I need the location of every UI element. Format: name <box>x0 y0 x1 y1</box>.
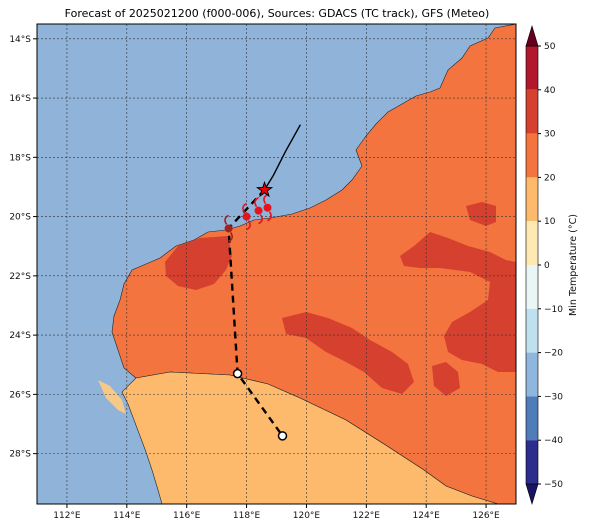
hot-region-northeast <box>466 202 496 226</box>
y-axis-ticks: 14°S 16°S 18°S 20°S 22°S 24°S 26°S 28°S <box>9 35 37 460</box>
colorbar-tick-label: −30 <box>544 392 563 402</box>
map-frame <box>36 23 517 505</box>
hot-region-central <box>282 312 414 394</box>
y-tick-label: 24°S <box>9 331 31 341</box>
colorbar: 50 40 30 20 10 0 −10 −20 −30 −40 −50 Min Temperatu… <box>525 24 579 506</box>
colorbar-band <box>526 46 538 90</box>
colorbar-band <box>526 440 538 484</box>
colorbar-band <box>526 221 538 265</box>
land-mild-region <box>121 371 499 505</box>
colorbar-tick-label: −20 <box>544 349 563 359</box>
y-tick-label: 18°S <box>9 153 31 163</box>
cyclone-icon <box>254 196 263 225</box>
hot-region-small <box>432 362 460 396</box>
colorbar-band <box>526 308 538 353</box>
colorbar-tick-label: 0 <box>544 261 550 271</box>
colorbar-band <box>526 352 538 397</box>
gridlines <box>37 24 516 504</box>
cyclone-icon <box>224 214 233 243</box>
forecast-point-marker <box>232 368 243 379</box>
colorbar-tick-label: 30 <box>544 130 556 140</box>
forecast-point-marker <box>277 431 288 441</box>
x-tick-label: 112°E <box>53 511 81 521</box>
x-tick-label: 118°E <box>233 511 261 521</box>
x-tick-label: 126°E <box>472 511 500 521</box>
colorbar-band <box>526 133 538 178</box>
x-tick-label: 122°E <box>353 511 381 521</box>
colorbar-tick-label: 50 <box>544 42 556 52</box>
colorbar-tick-label: −10 <box>544 305 563 315</box>
colorbar-tick-label: −50 <box>544 480 563 490</box>
forecast-track-line <box>227 189 284 437</box>
colorbar-band <box>526 396 538 441</box>
x-tick-label: 120°E <box>293 511 321 521</box>
map-panel <box>36 23 517 505</box>
y-tick-label: 28°S <box>9 450 31 460</box>
colorbar-tick-label: 20 <box>544 173 556 183</box>
y-tick-label: 14°S <box>9 35 31 45</box>
y-tick-label: 20°S <box>9 213 31 223</box>
y-tick-label: 22°S <box>9 272 31 282</box>
colorbar-tick-label: 40 <box>544 86 556 96</box>
map-title: Forecast of 2025021200 (f000-006), Sourc… <box>65 7 490 20</box>
x-tick-label: 116°E <box>173 511 201 521</box>
colorbar-tick-label: 10 <box>544 217 556 227</box>
colorbar-extend-min <box>525 483 539 506</box>
colorbar-band <box>526 89 538 134</box>
hot-region-east <box>400 232 516 372</box>
y-tick-label: 26°S <box>9 390 31 400</box>
past-track-line <box>263 124 302 191</box>
colorbar-tick-label: −40 <box>544 436 563 446</box>
land-cool-coast <box>98 380 126 414</box>
forecast-points <box>232 368 288 441</box>
current-position-star-icon <box>255 180 274 198</box>
x-tick-label: 114°E <box>113 511 141 521</box>
cyclone-icon <box>263 193 272 222</box>
cyclone-symbols <box>224 193 272 243</box>
x-tick-label: 124°E <box>413 511 441 521</box>
cyclone-icon <box>242 202 251 231</box>
x-axis-ticks: 112°E 114°E 116°E 118°E 120°E 122°E 124°E 126°E <box>53 504 500 521</box>
y-tick-label: 16°S <box>9 94 31 104</box>
colorbar-extend-max <box>525 24 539 47</box>
colorbar-label: Min Temperature (°C) <box>568 214 579 316</box>
colorbar-band <box>526 265 538 309</box>
colorbar-band <box>526 177 538 222</box>
hot-region-pilbara <box>165 236 232 290</box>
